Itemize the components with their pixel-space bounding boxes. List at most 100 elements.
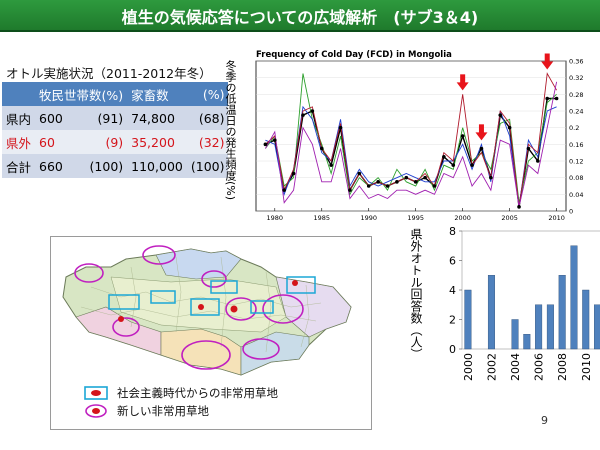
- row-label: 県外: [2, 130, 36, 154]
- region-north: [155, 248, 242, 280]
- bar-x-tick-label: 2004: [509, 353, 522, 381]
- livestock-pct-cell: (100): [186, 154, 229, 178]
- fcd-point: [282, 188, 286, 192]
- fcd-point: [272, 138, 277, 142]
- households-pct-cell: (100): [74, 154, 128, 178]
- fcd-point: [489, 175, 493, 180]
- legend-label: 社会主義時代からの非常用草地: [117, 386, 278, 400]
- region-southeast: [240, 331, 310, 376]
- fcd-point: [517, 205, 521, 209]
- fcd-y-tick-label: 0.16: [569, 141, 583, 149]
- livestock-cell: 110,000: [127, 154, 187, 178]
- bar: [582, 289, 590, 350]
- fcd-point: [366, 184, 371, 188]
- marker: [292, 280, 298, 286]
- mongolia-map: [62, 245, 352, 418]
- fcd-point: [545, 96, 550, 101]
- location-markers: [118, 280, 298, 322]
- marker: [230, 305, 238, 313]
- page-number: 9: [541, 414, 548, 427]
- fcd-point: [413, 180, 418, 184]
- households-pct-cell: (9): [74, 130, 128, 154]
- row-label: 合計: [2, 154, 36, 178]
- fcd-x-tick-label: 2000: [454, 214, 471, 222]
- red-arrow-icon: [541, 53, 554, 70]
- households-cell: 600: [35, 106, 75, 130]
- fcd-point: [460, 134, 465, 138]
- fcd-y-tick-label: 0.2: [569, 124, 579, 132]
- fcd-point: [385, 184, 390, 188]
- fcd-point: [423, 175, 427, 180]
- magenta-ellipse: [262, 294, 304, 324]
- magenta-ellipse: [225, 297, 257, 321]
- fcd-y-tick-label: 0.12: [569, 158, 583, 166]
- bar: [511, 319, 519, 350]
- cyan-rectangle: [108, 294, 140, 310]
- table-row: 県外 60 (9) 35,200 (32): [2, 130, 229, 154]
- households-pct-cell: (91): [74, 106, 128, 130]
- fcd-point: [376, 180, 380, 184]
- fcd-x-tick-label: 1985: [313, 214, 330, 222]
- fcd-point: [554, 96, 559, 101]
- fcd-point: [329, 163, 333, 167]
- fcd-point: [479, 146, 484, 151]
- fcd-point: [291, 171, 296, 176]
- socialist-pasture-rectangles: [108, 276, 316, 316]
- fcd-point: [536, 159, 540, 163]
- bar-x-tick-label: 2002: [485, 353, 498, 381]
- fcd-point: [301, 113, 305, 117]
- fcd-point: [470, 163, 474, 167]
- fcd-x-tick-label: 2010: [548, 214, 565, 222]
- fcd-x-tick-label: 1995: [407, 214, 424, 222]
- row-label: 県内: [2, 106, 36, 130]
- header-cell: [2, 82, 36, 106]
- bar: [535, 304, 543, 350]
- bar: [546, 304, 554, 350]
- bar-y-tick-label: 6: [449, 255, 456, 268]
- magenta-ellipse: [112, 317, 140, 337]
- bar-y-tick-label: 0: [449, 343, 456, 356]
- magenta-ellipse: [201, 270, 227, 288]
- fcd-y-tick-label: 0.28: [569, 91, 583, 99]
- fcd-series-line: [265, 105, 557, 207]
- fcd-y-tick-label: 0: [569, 208, 573, 216]
- cyan-rectangle: [250, 300, 274, 314]
- livestock-pct-cell: (68): [186, 106, 229, 130]
- cyan-rectangle: [210, 280, 238, 294]
- slide-title: 植生の気候応答についての広域解析 (サブ3＆4): [121, 8, 479, 27]
- fcd-y-tick-label: 0.08: [569, 174, 583, 182]
- fcd-line-chart: Frequency of Cold Day (FCD) in Mongolia …: [255, 50, 583, 222]
- fcd-point: [338, 125, 343, 130]
- livestock-cell: 74,800: [127, 106, 187, 130]
- households-cell: 60: [35, 130, 75, 154]
- header-cell: (%): [186, 82, 229, 106]
- table-caption: オトル実施状況（2011-2012年冬）: [6, 66, 212, 81]
- bar: [594, 304, 600, 350]
- cyan-rectangle: [190, 298, 220, 316]
- bar: [570, 245, 578, 350]
- magenta-ellipse: [74, 263, 104, 283]
- fcd-y-tick-label: 0.32: [569, 74, 583, 82]
- bar-x-tick-label: 2006: [533, 353, 546, 381]
- fcd-point: [432, 184, 437, 188]
- fcd-point: [526, 146, 531, 151]
- livestock-cell: 35,200: [127, 130, 187, 154]
- cyan-rectangle: [286, 276, 316, 294]
- fcd-point: [451, 163, 456, 167]
- new-pasture-ellipses: [74, 245, 304, 370]
- fcd-point: [310, 109, 315, 113]
- title-bar: [0, 0, 600, 32]
- marker: [198, 304, 204, 310]
- legend-red-marker-icon: [92, 408, 100, 414]
- magenta-ellipse-icon: [85, 404, 107, 418]
- red-arrow-icon: [456, 74, 469, 91]
- fcd-series-line: [265, 81, 558, 207]
- bar-x-tick-label: 2010: [580, 353, 593, 381]
- fcd-point: [507, 125, 512, 130]
- bar: [523, 334, 531, 350]
- fcd-point: [498, 113, 503, 117]
- legend-red-marker-icon: [91, 390, 101, 396]
- fcd-x-tick-label: 1990: [360, 214, 377, 222]
- marker: [118, 316, 124, 322]
- fcd-y-tick-label: 0.04: [569, 191, 583, 199]
